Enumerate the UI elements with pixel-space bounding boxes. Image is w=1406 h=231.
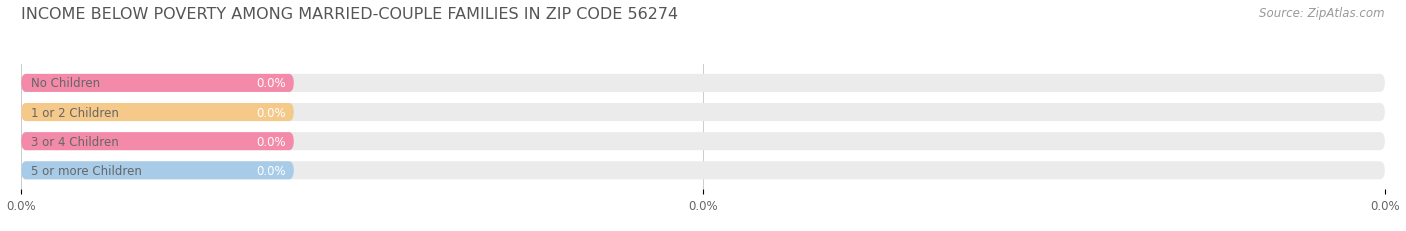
FancyBboxPatch shape	[21, 161, 294, 179]
Text: 5 or more Children: 5 or more Children	[31, 164, 142, 177]
Text: 0.0%: 0.0%	[256, 135, 285, 148]
FancyBboxPatch shape	[21, 133, 294, 151]
FancyBboxPatch shape	[21, 103, 294, 122]
Text: 0.0%: 0.0%	[256, 164, 285, 177]
Text: 3 or 4 Children: 3 or 4 Children	[31, 135, 118, 148]
FancyBboxPatch shape	[21, 133, 1385, 151]
Text: 0.0%: 0.0%	[256, 106, 285, 119]
FancyBboxPatch shape	[21, 75, 1385, 93]
FancyBboxPatch shape	[21, 103, 1385, 122]
Text: 0.0%: 0.0%	[256, 77, 285, 90]
Text: No Children: No Children	[31, 77, 100, 90]
Text: 1 or 2 Children: 1 or 2 Children	[31, 106, 118, 119]
FancyBboxPatch shape	[21, 161, 1385, 179]
Text: INCOME BELOW POVERTY AMONG MARRIED-COUPLE FAMILIES IN ZIP CODE 56274: INCOME BELOW POVERTY AMONG MARRIED-COUPL…	[21, 7, 678, 22]
Text: Source: ZipAtlas.com: Source: ZipAtlas.com	[1260, 7, 1385, 20]
FancyBboxPatch shape	[21, 75, 294, 93]
